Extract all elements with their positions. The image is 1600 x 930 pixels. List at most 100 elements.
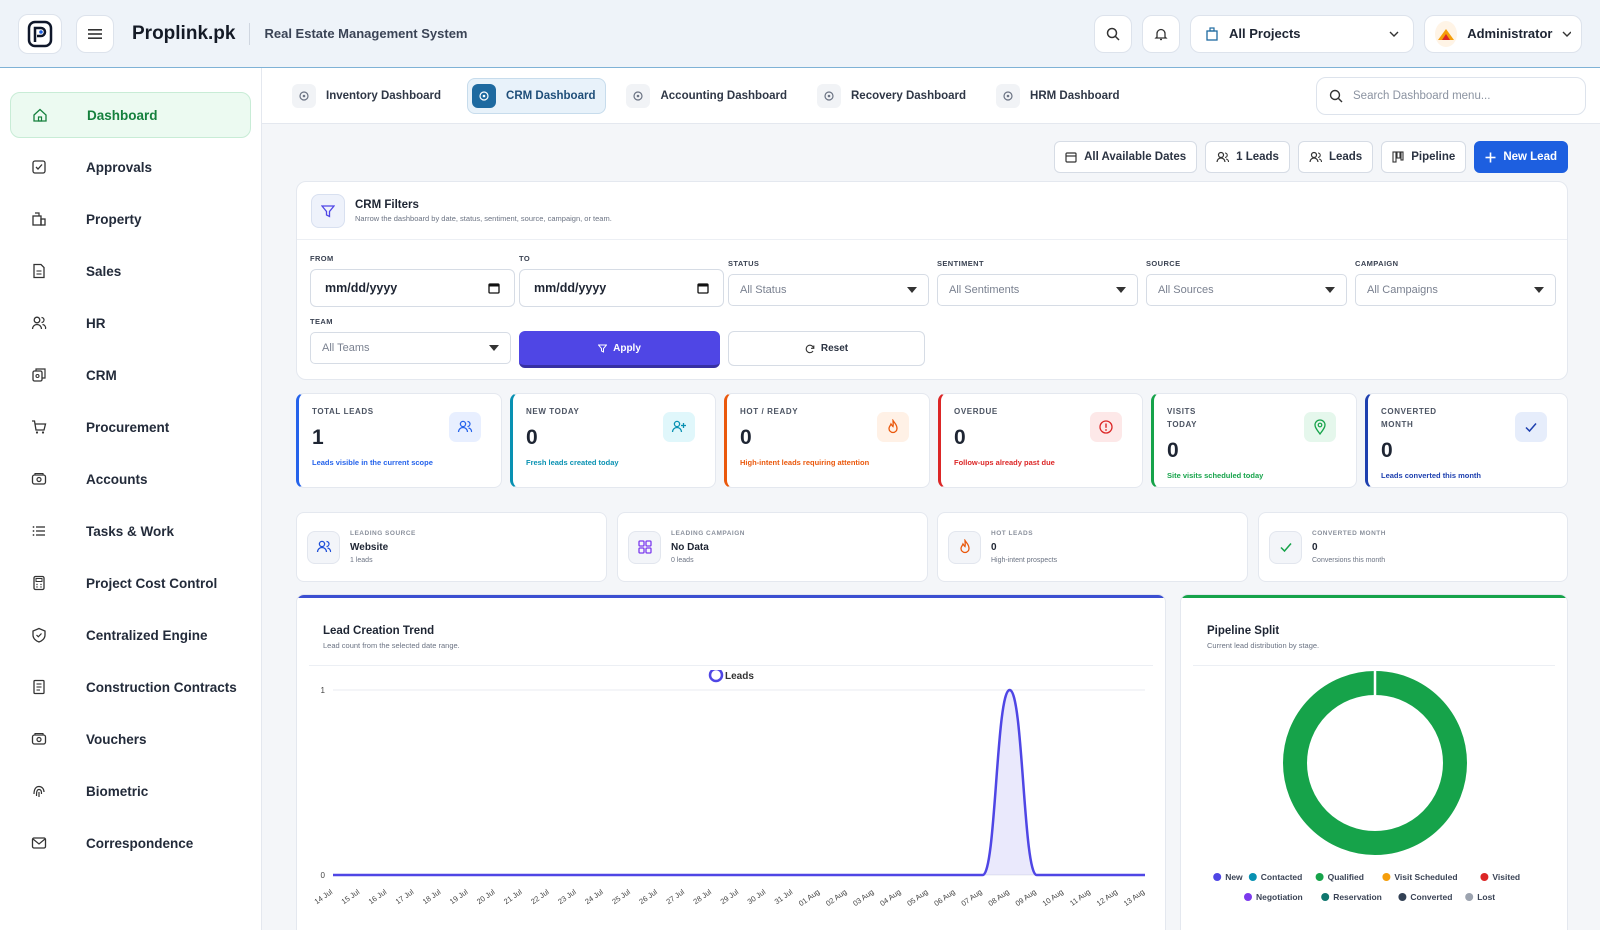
sidebar-item-label: Vouchers	[86, 731, 147, 747]
calendar-icon[interactable]	[697, 282, 709, 294]
summary-label: HOT LEADS	[991, 530, 1034, 537]
x-tick-label: 09 Aug	[1014, 887, 1038, 908]
x-tick-label: 12 Aug	[1095, 887, 1119, 908]
team-select[interactable]: All Teams	[310, 332, 511, 364]
team-value: All Teams	[322, 342, 370, 354]
card-divider	[309, 665, 1153, 666]
global-search-button[interactable]	[1094, 14, 1132, 53]
sentiment-value: All Sentiments	[949, 284, 1020, 296]
dashboard-search[interactable]	[1316, 77, 1586, 115]
calendar-icon[interactable]	[488, 282, 500, 294]
kpi-card-hot-ready[interactable]: HOT / READY 0 High-intent leads requiring …	[724, 393, 930, 488]
sidebar-item-hr[interactable]: HR	[10, 300, 251, 346]
app-logo[interactable]	[18, 13, 62, 54]
sidebar-item-accounts[interactable]: Accounts	[10, 456, 251, 502]
chevron-down-icon	[1562, 31, 1571, 37]
apply-label: Apply	[613, 342, 641, 354]
kpi-description: Site visits scheduled today	[1167, 471, 1264, 480]
calendar-icon	[1065, 152, 1077, 163]
sidebar-item-procurement[interactable]: Procurement	[10, 404, 251, 450]
x-tick-label: 08 Aug	[987, 887, 1011, 908]
sidebar-item-property[interactable]: Property	[10, 196, 251, 242]
tab-label: Inventory Dashboard	[326, 89, 442, 102]
sidebar-item-label: Approvals	[86, 159, 153, 175]
kpi-label: CONVERTED MONTH	[1381, 407, 1437, 429]
project-selector[interactable]: All Projects	[1190, 14, 1414, 53]
sidebar-item-vouchers[interactable]: Vouchers	[10, 716, 251, 762]
filter-icon	[311, 193, 345, 228]
sidebar-item-crm[interactable]: CRM	[10, 352, 251, 398]
leads-count-button[interactable]: 1 Leads	[1205, 141, 1290, 173]
apply-button[interactable]: Apply	[519, 331, 720, 368]
x-tick-label: 16 Jul	[367, 887, 389, 906]
from-date-input[interactable]: mm/dd/yyyy	[310, 269, 515, 307]
pipeline-split-card: Pipeline Split Current lead distribution…	[1180, 594, 1568, 930]
trend-title: Lead Creation Trend	[323, 625, 435, 637]
sentiment-label: SENTIMENT	[937, 259, 984, 268]
kpi-description: High-intent leads requiring attention	[740, 458, 870, 467]
sidebar-item-construction-contracts[interactable]: Construction Contracts	[10, 664, 251, 710]
mail-icon	[28, 832, 50, 854]
kpi-card-visits-today[interactable]: VISITS TODAY 0 Site visits scheduled today	[1151, 393, 1357, 488]
legend-label: Converted	[1410, 892, 1452, 902]
sidebar-item-label: Procurement	[86, 419, 170, 435]
plus-icon	[1485, 152, 1496, 162]
caret-down-icon	[1534, 287, 1544, 293]
tab-accounting-dashboard[interactable]: Accounting Dashboard	[622, 78, 797, 114]
summary-card-leading-source: LEADING SOURCE Website 1 leads	[296, 512, 607, 582]
kpi-card-overdue[interactable]: OVERDUE 0 Follow-ups already past due	[938, 393, 1143, 488]
kpi-card-converted-month[interactable]: CONVERTED MONTH 0 Leads converted this mon…	[1365, 393, 1568, 488]
tab-hrm-dashboard[interactable]: HRM Dashboard	[992, 78, 1129, 114]
caret-down-icon	[489, 345, 499, 351]
tab-label: CRM Dashboard	[506, 89, 596, 102]
to-date-input[interactable]: mm/dd/yyyy	[519, 269, 724, 307]
legend-label: Negotiation	[1256, 892, 1303, 902]
summary-value: 0	[1312, 542, 1318, 553]
tab-crm-dashboard[interactable]: CRM Dashboard	[467, 77, 607, 114]
clock-icon	[626, 83, 651, 108]
y-tick-label: 0	[321, 871, 326, 880]
users-icon	[449, 412, 481, 442]
crm-filters-panel: CRM Filters Narrow the dashboard by date…	[296, 181, 1568, 380]
sidebar-item-approvals[interactable]: Approvals	[10, 144, 251, 190]
leads-button[interactable]: Leads	[1297, 141, 1374, 173]
source-select[interactable]: All Sources	[1146, 274, 1347, 306]
date-range-button[interactable]: All Available Dates	[1054, 141, 1198, 173]
x-tick-label: 28 Jul	[692, 887, 714, 906]
brand-name: Proplink.pk	[132, 22, 236, 44]
sidebar-item-tasks-work[interactable]: Tasks & Work	[10, 508, 251, 554]
pipeline-label: Pipeline	[1411, 151, 1456, 163]
sidebar-item-label: Dashboard	[87, 107, 158, 123]
legend-marker-reservation	[1321, 893, 1330, 901]
notifications-button[interactable]	[1142, 14, 1180, 53]
menu-toggle-button[interactable]	[76, 14, 114, 53]
dashboard-tabs: Inventory Dashboard CRM Dashboard Accounti…	[262, 68, 1600, 124]
sidebar-item-project-cost-control[interactable]: Project Cost Control	[10, 560, 251, 606]
reset-button[interactable]: Reset	[728, 331, 925, 366]
sentiment-select[interactable]: All Sentiments	[937, 274, 1138, 306]
sidebar-item-centralized-engine[interactable]: Centralized Engine	[10, 612, 251, 658]
sidebar-item-label: Construction Contracts	[86, 679, 237, 695]
tab-recovery-dashboard[interactable]: Recovery Dashboard	[813, 78, 976, 114]
new-lead-button[interactable]: New Lead	[1474, 141, 1568, 173]
sidebar-item-sales[interactable]: Sales	[10, 248, 251, 294]
summary-label: LEADING SOURCE	[350, 530, 416, 537]
user-menu[interactable]: Administrator	[1424, 14, 1582, 53]
kpi-card-total-leads[interactable]: TOTAL LEADS 1 Leads visible in the current…	[296, 393, 502, 488]
pipeline-button[interactable]: Pipeline	[1381, 141, 1467, 173]
sidebar-item-dashboard[interactable]: Dashboard	[10, 92, 251, 138]
x-tick-label: 20 Jul	[475, 887, 497, 906]
dashboard-search-input[interactable]	[1353, 90, 1563, 102]
campaign-select[interactable]: All Campaigns	[1355, 274, 1556, 306]
tab-label: HRM Dashboard	[1030, 89, 1120, 102]
tab-inventory-dashboard[interactable]: Inventory Dashboard	[288, 78, 451, 114]
kpi-card-new-today[interactable]: NEW TODAY 0 Fresh leads created today	[510, 393, 716, 488]
legend-label: Visited	[1492, 872, 1520, 882]
status-select[interactable]: All Status	[728, 274, 929, 306]
voucher-icon	[28, 728, 50, 750]
pipeline-subtitle: Current lead distribution by stage.	[1207, 641, 1320, 650]
sidebar-item-biometric[interactable]: Biometric	[10, 768, 251, 814]
pipeline-donut-chart: New Contacted Qualified Visit Scheduled Visi…	[1213, 670, 1520, 902]
sidebar-item-correspondence[interactable]: Correspondence	[10, 820, 251, 866]
summary-card-converted-month: CONVERTED MONTH 0 Conversions this month	[1258, 512, 1568, 582]
